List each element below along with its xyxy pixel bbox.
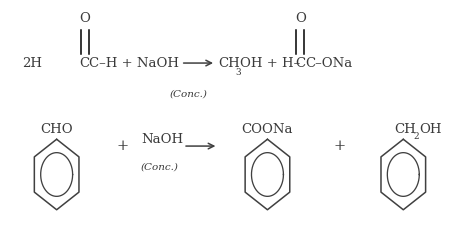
Text: 3: 3 xyxy=(236,68,241,77)
Text: O: O xyxy=(295,12,306,25)
Text: C–ONa: C–ONa xyxy=(305,57,352,70)
Text: 2: 2 xyxy=(414,132,419,141)
Text: C: C xyxy=(295,57,305,70)
Text: CH: CH xyxy=(218,57,240,70)
Text: OH: OH xyxy=(419,123,441,136)
Text: CH: CH xyxy=(394,123,416,136)
Text: +: + xyxy=(116,139,128,153)
Text: OH + H–: OH + H– xyxy=(240,57,300,70)
Text: 2H: 2H xyxy=(23,57,43,70)
Text: COONa: COONa xyxy=(242,123,293,136)
Text: C–H + NaOH: C–H + NaOH xyxy=(90,57,180,70)
Text: (Conc.): (Conc.) xyxy=(169,89,207,98)
Text: CHO: CHO xyxy=(40,123,73,136)
Text: NaOH: NaOH xyxy=(141,133,183,146)
Text: (Conc.): (Conc.) xyxy=(141,162,179,171)
Text: O: O xyxy=(79,12,90,25)
Text: C: C xyxy=(80,57,90,70)
Text: +: + xyxy=(334,139,346,153)
